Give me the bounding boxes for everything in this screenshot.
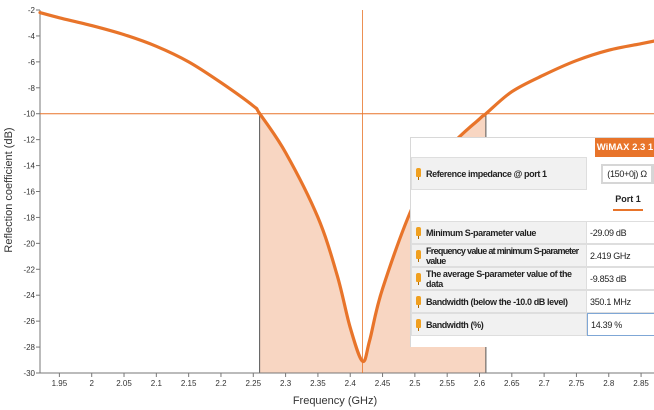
port-tab-label: Port 1: [615, 194, 641, 204]
result-label: Bandwidth (%): [426, 319, 484, 330]
pin-icon: [416, 226, 421, 239]
y-tick-label: -20: [23, 239, 35, 248]
x-axis-label: Frequency (GHz): [293, 395, 377, 407]
x-tick-label: 2.55: [439, 379, 455, 388]
y-tick-label: -2: [28, 6, 36, 15]
result-value: -9.853 dB: [587, 267, 654, 290]
result-row: Bandwidth (%) 14.39 %: [411, 313, 654, 336]
x-tick-label: 2.5: [409, 379, 421, 388]
x-axis-ticks: 1.95 2 2.05 2.1 2.15 2.2 2.25 2.3 2.35 2.4 2.45 2.5…: [52, 373, 649, 388]
result-row: The average S-parameter value of the dat…: [411, 267, 654, 290]
y-tick-label: -30: [23, 369, 35, 378]
y-axis-ticks: -2 -4 -6 -8 -10 -12 -14 -16 -18 -20 -22 -24 -26 -28 -3…: [23, 6, 40, 378]
y-tick-label: -16: [23, 188, 35, 197]
y-tick-label: -6: [28, 58, 36, 67]
panel-header[interactable]: WiMAX 2.3 1: [595, 138, 654, 157]
y-tick-label: -10: [23, 110, 35, 119]
crosshair: [40, 10, 654, 373]
pin-icon: [416, 249, 421, 262]
pin-icon: [416, 318, 421, 331]
x-tick-label: 2.6: [474, 379, 486, 388]
x-tick-label: 2.1: [151, 379, 163, 388]
x-tick-label: 2: [89, 379, 94, 388]
x-tick-label: 2.45: [375, 379, 391, 388]
result-label: The average S-parameter value of the dat…: [426, 268, 572, 289]
x-tick-label: 2.7: [539, 379, 551, 388]
x-tick-label: 1.95: [52, 379, 68, 388]
reference-impedance-row: Reference impedance @ port 1: [411, 157, 654, 190]
x-tick-label: 2.15: [181, 379, 197, 388]
y-axis-label: Reflection coefficient (dB): [3, 127, 15, 252]
result-label: Bandwidth (below the -10.0 dB level): [426, 296, 568, 307]
y-tick-label: -8: [28, 84, 36, 93]
y-tick-label: -18: [23, 213, 35, 222]
results-panel: WiMAX 2.3 1 Reference impedance @ port 1…: [410, 137, 654, 347]
result-value: 2.419 GHz: [587, 244, 654, 267]
result-row: Bandwidth (below the -10.0 dB level) 350…: [411, 290, 654, 313]
reference-impedance-label: Reference impedance @ port 1: [426, 168, 547, 179]
pin-icon: [416, 167, 421, 180]
reference-impedance-field[interactable]: (150+0j) Ω: [601, 164, 654, 184]
series-line: [38, 10, 654, 364]
curve-layer: [38, 10, 654, 364]
x-tick-label: 2.8: [603, 379, 615, 388]
reference-impedance-value[interactable]: (150+0j) Ω: [603, 166, 651, 182]
result-value: 350.1 MHz: [587, 290, 654, 313]
result-label: Frequency value at minimum S-parameter v…: [426, 245, 579, 266]
y-tick-label: -14: [23, 162, 35, 171]
result-row: Minimum S-parameter value -29.09 dB: [411, 221, 654, 244]
x-tick-label: 2.65: [504, 379, 520, 388]
result-label: Minimum S-parameter value: [426, 227, 537, 238]
x-tick-label: 2.2: [215, 379, 227, 388]
result-value-field[interactable]: 14.39 %: [587, 313, 654, 336]
y-tick-label: -28: [23, 343, 35, 352]
x-tick-label: 2.75: [569, 379, 585, 388]
result-value: -29.09 dB: [587, 221, 654, 244]
x-tick-label: 2.05: [116, 379, 132, 388]
x-tick-label: 2.35: [310, 379, 326, 388]
y-tick-label: -26: [23, 317, 35, 326]
y-tick-label: -22: [23, 265, 35, 274]
tab-underline: [613, 209, 643, 211]
x-tick-label: 2.4: [345, 379, 357, 388]
pin-icon: [416, 272, 421, 285]
x-tick-label: 2.25: [245, 379, 261, 388]
pin-icon: [416, 295, 421, 308]
y-tick-label: -12: [23, 136, 35, 145]
result-row: Frequency value at minimum S-parameter v…: [411, 244, 654, 267]
tab-port-1[interactable]: Port 1: [601, 190, 654, 216]
y-tick-label: -4: [28, 32, 36, 41]
x-tick-label: 2.3: [280, 379, 292, 388]
y-tick-label: -24: [23, 291, 35, 300]
x-tick-label: 2.85: [633, 379, 649, 388]
